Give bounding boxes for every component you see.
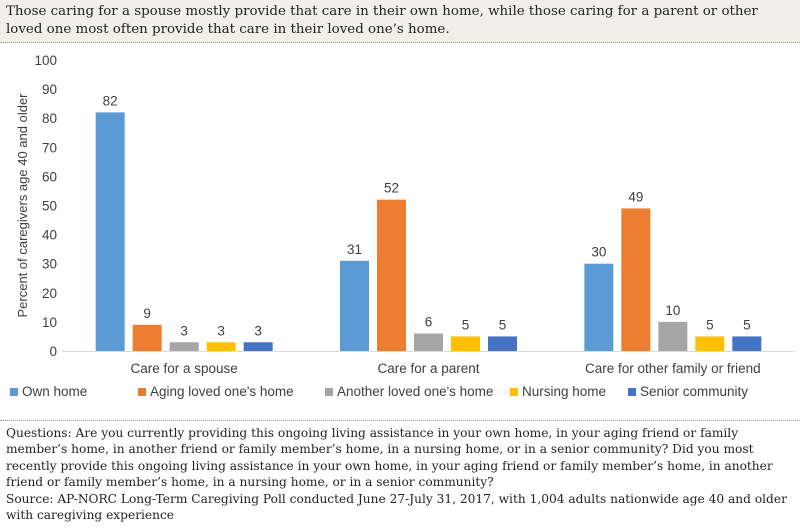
source-note: Source: AP-NORC Long-Term Caregiving Pol… [6, 491, 787, 523]
chart-headline: Those caring for a spouse mostly provide… [6, 4, 758, 37]
data-label: 6 [425, 315, 433, 330]
chart-header: Those caring for a spouse mostly provide… [0, 0, 800, 43]
data-label: 31 [347, 242, 362, 257]
bar [621, 208, 651, 351]
bar-chart: Percent of caregivers age 40 and older 0 1… [10, 53, 795, 399]
legend-label: Aging loved one's home [150, 384, 294, 399]
legend-swatch [510, 388, 518, 396]
bar [132, 324, 162, 351]
y-tick-label: 20 [42, 286, 57, 301]
chart-footer: Questions: Are you currently providing t… [0, 420, 800, 532]
bar [377, 199, 406, 351]
y-tick-label: 70 [42, 140, 57, 155]
legend-swatch [10, 388, 18, 396]
y-tick-label: 30 [42, 257, 57, 272]
legend-label: Nursing home [522, 384, 606, 399]
data-label: 5 [743, 317, 751, 332]
y-tick-label: 60 [42, 169, 57, 184]
y-tick-label: 80 [42, 111, 57, 126]
bar [206, 342, 236, 351]
bar [732, 336, 762, 351]
y-tick-label: 40 [42, 228, 57, 243]
bar [95, 112, 125, 351]
data-label: 3 [180, 323, 188, 338]
data-label: 49 [628, 189, 643, 204]
legend-swatch [325, 388, 333, 396]
bar [658, 321, 688, 351]
bar [243, 342, 273, 351]
bar [451, 336, 480, 351]
bar [414, 333, 443, 351]
bar [488, 336, 517, 351]
data-label: 5 [706, 317, 714, 332]
questions-note: Questions: Are you currently providing t… [6, 426, 773, 490]
chart-area: Percent of caregivers age 40 and older 0 1… [0, 43, 800, 410]
legend-swatch [138, 388, 146, 396]
bar [169, 342, 199, 351]
x-tick-label: Care for a parent [377, 361, 479, 376]
bar [695, 336, 725, 351]
legend-label: Own home [22, 384, 87, 399]
y-tick-label: 90 [42, 82, 57, 97]
data-label: 9 [143, 306, 151, 321]
data-label: 3 [217, 323, 225, 338]
x-tick-label: Care for other family or friend [585, 361, 761, 376]
data-label: 52 [384, 181, 399, 196]
legend-label: Another loved one's home [337, 384, 493, 399]
y-tick-label: 50 [42, 199, 57, 214]
data-label: 82 [103, 93, 118, 108]
data-label: 30 [591, 245, 606, 260]
y-tick-label: 0 [49, 344, 57, 359]
x-tick-label: Care for a spouse [131, 361, 238, 376]
legend-label: Senior community [640, 384, 748, 399]
data-label: 3 [254, 323, 262, 338]
data-label: 5 [499, 317, 507, 332]
y-tick-label: 10 [42, 315, 57, 330]
data-label: 10 [665, 303, 680, 318]
legend-swatch [628, 388, 636, 396]
y-axis-title: Percent of caregivers age 40 and older [15, 93, 30, 318]
y-tick-label: 100 [34, 53, 57, 68]
bar [340, 260, 369, 351]
bar [584, 263, 614, 351]
data-label: 5 [462, 317, 470, 332]
